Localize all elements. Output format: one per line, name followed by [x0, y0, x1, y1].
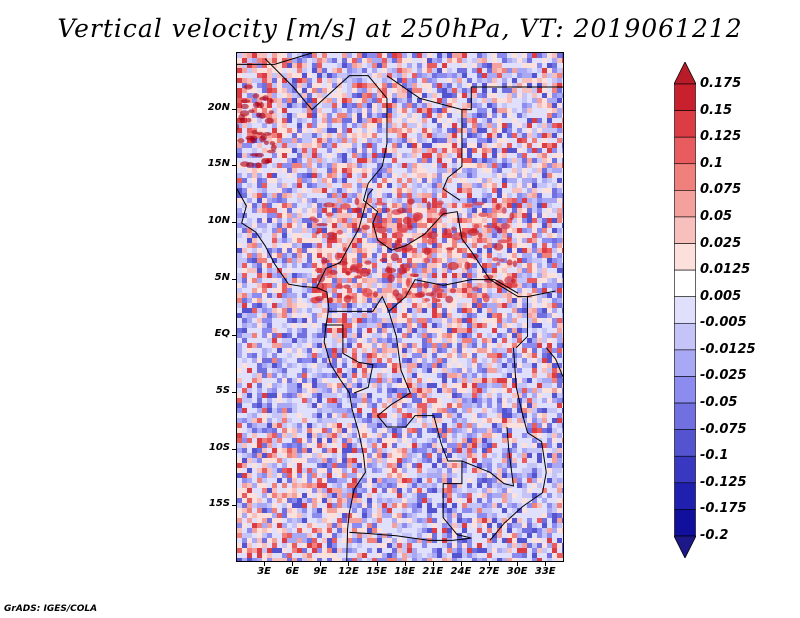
colorbar-label: 0.125	[700, 129, 742, 145]
colorbar-segment	[674, 376, 696, 404]
x-tick-mark	[517, 562, 519, 566]
colorbar-label: 0.075	[700, 182, 742, 198]
border-libya	[386, 75, 563, 111]
colorbar-segment	[674, 322, 696, 351]
colorbar-label: -0.075	[700, 421, 747, 437]
border-chad-car	[264, 58, 556, 298]
x-tick-mark	[376, 562, 378, 566]
colorbar-segment	[674, 296, 696, 324]
colorbar-label: -0.125	[700, 474, 747, 490]
colorbar-label: -0.0125	[700, 341, 756, 357]
border-east	[489, 347, 547, 541]
colorbar-segment	[674, 402, 696, 430]
y-tick-mark	[232, 448, 236, 450]
y-tick-label: 15N	[207, 158, 230, 170]
colorbar-label: -0.1	[700, 448, 729, 464]
x-tick-mark	[292, 562, 294, 566]
x-tick-mark	[404, 562, 406, 566]
x-tick-label: 30E	[506, 566, 528, 577]
colorbar-segment	[674, 482, 696, 510]
x-tick-mark	[320, 562, 322, 566]
colorbar-segment	[674, 83, 696, 111]
coastline	[237, 188, 366, 561]
colorbar-segment	[674, 163, 696, 191]
y-tick-mark	[232, 108, 236, 110]
colorbar-label: 0.1	[700, 155, 724, 171]
credit-text: GrADS: IGES/COLA	[4, 604, 98, 614]
y-tick-label: EQ	[214, 328, 230, 340]
strong-updraft-blobs	[237, 84, 518, 304]
colorbar-segment	[674, 509, 696, 537]
colorbar-bottom-arrow	[673, 535, 697, 559]
border-gabon	[324, 324, 374, 394]
x-tick-label: 21E	[422, 566, 444, 577]
colorbar-top-arrow	[673, 61, 697, 85]
x-tick-label: 33E	[534, 566, 556, 577]
colorbar-label: -0.2	[700, 528, 729, 543]
y-tick-mark	[232, 165, 236, 167]
colorbar-segment	[674, 190, 696, 218]
x-tick-mark	[264, 562, 266, 566]
border-uganda	[515, 296, 529, 349]
colorbar	[673, 61, 697, 559]
x-tick-mark	[348, 562, 350, 566]
border-sudan-west	[442, 109, 463, 201]
velocity-map	[236, 52, 564, 562]
x-tick-label: 6E	[285, 566, 300, 577]
x-tick-label: 3E	[257, 566, 271, 577]
y-tick-mark	[232, 505, 236, 507]
y-tick-mark	[232, 222, 236, 223]
chart-title: Vertical velocity [m/s] at 250hPa, VT: 2…	[57, 14, 743, 43]
colorbar-label: 0.15	[700, 102, 733, 118]
colorbar-label: 0.005	[700, 288, 742, 304]
field-cells	[237, 53, 563, 561]
y-tick-label: 10S	[208, 441, 230, 453]
border-zambia	[461, 426, 515, 487]
x-tick-label: 18E	[394, 566, 416, 577]
border-nigeria-cameroon	[316, 188, 374, 288]
y-tick-mark	[232, 392, 236, 393]
colorbar-segment	[674, 349, 696, 377]
y-tick-mark	[232, 335, 236, 337]
colorbar-segment	[674, 269, 696, 298]
colorbar-label: 0.05	[700, 208, 733, 224]
y-tick-label: 5S	[215, 385, 230, 396]
x-tick-mark	[545, 562, 547, 566]
x-tick-mark	[460, 562, 462, 566]
y-tick-label: 10N	[207, 215, 230, 226]
colorbar-segment	[674, 455, 696, 484]
x-tick-label: 12E	[338, 566, 359, 577]
colorbar-label: 0.175	[700, 76, 742, 91]
y-tick-mark	[232, 278, 236, 280]
x-tick-label: 9E	[313, 566, 328, 577]
x-tick-mark	[432, 562, 434, 566]
x-tick-label: 24E	[450, 566, 472, 577]
x-tick-label: 15E	[366, 566, 387, 577]
border-tanzania	[545, 347, 563, 379]
colorbar-label: -0.175	[700, 501, 747, 517]
colorbar-label: -0.025	[700, 368, 747, 384]
x-tick-mark	[489, 562, 491, 566]
border-algeria	[237, 53, 313, 65]
border-congo-north	[328, 279, 519, 313]
colorbar-segment	[674, 216, 696, 244]
colorbar-segment	[674, 243, 696, 271]
colorbar-segment	[674, 429, 696, 457]
x-tick-label: 27E	[478, 566, 500, 577]
colorbar-label: -0.005	[700, 315, 747, 331]
y-tick-label: 5N	[214, 271, 230, 283]
border-drc-angola	[376, 311, 472, 539]
y-tick-label: 15S	[208, 498, 230, 510]
colorbar-label: 0.025	[700, 235, 742, 251]
colorbar-segment	[674, 136, 696, 165]
y-tick-label: 20N	[207, 101, 230, 113]
map-field	[237, 53, 563, 561]
colorbar-label: 0.0125	[700, 262, 751, 278]
colorbar-segment	[674, 110, 696, 138]
border-namibia	[349, 531, 472, 541]
colorbar-label: -0.05	[700, 395, 738, 411]
